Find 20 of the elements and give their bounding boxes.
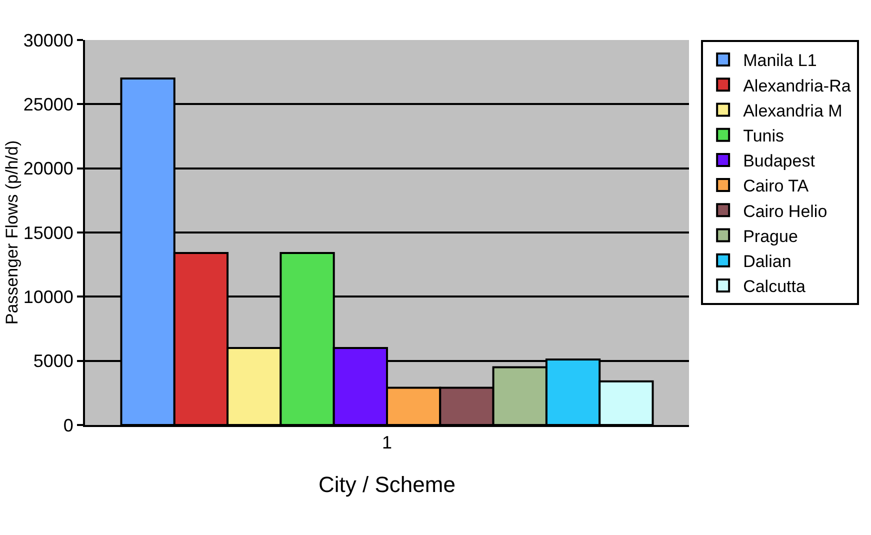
legend-label: Alexandria-Ra <box>743 76 852 96</box>
y-axis-title: Passenger Flows (p/h/d) <box>2 140 22 325</box>
legend-label: Manila L1 <box>743 51 817 70</box>
legend-label: Calcutta <box>743 277 806 296</box>
legend-label: Tunis <box>743 126 784 146</box>
y-tick-label: 15000 <box>23 222 74 243</box>
legend-label: Alexandria M <box>743 101 842 120</box>
y-tick-label: 0 <box>63 415 74 436</box>
legend-label: Prague <box>743 226 798 246</box>
y-tick-label: 25000 <box>23 94 74 114</box>
y-tick-label: 10000 <box>23 286 74 307</box>
legend-label: Cairo TA <box>743 176 810 196</box>
y-tick-label: 30000 <box>23 30 74 50</box>
legend-label: Budapest <box>743 152 816 171</box>
y-tick-label: 20000 <box>23 158 74 179</box>
x-axis-title: City / Scheme <box>318 472 456 497</box>
y-tick-label: 5000 <box>33 351 74 372</box>
legend-label: Cairo Helio <box>743 202 828 221</box>
x-tick-label: 1 <box>382 432 392 453</box>
legend-label: Dalian <box>743 252 792 271</box>
